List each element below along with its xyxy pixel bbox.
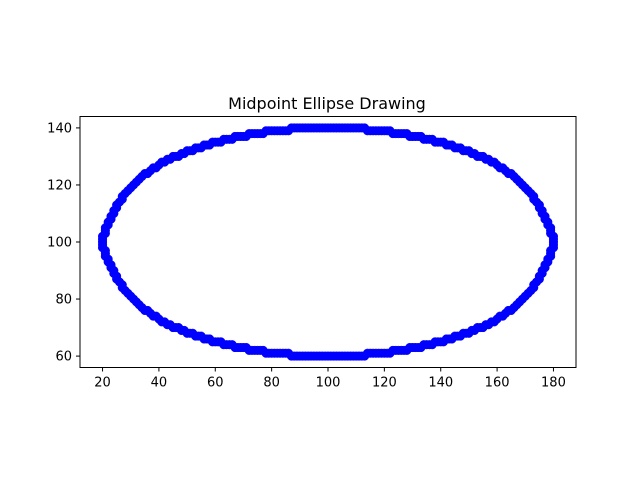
x-tick-label: 60 xyxy=(207,376,224,391)
y-tick-label: 100 xyxy=(47,236,72,251)
ellipse-point xyxy=(548,237,559,247)
y-tick-label: 80 xyxy=(55,293,72,308)
y-tick-label: 140 xyxy=(47,121,72,136)
axes-frame xyxy=(79,116,577,368)
y-tick-label: 60 xyxy=(55,350,72,365)
x-tick-label: 180 xyxy=(541,376,566,391)
x-tick-label: 120 xyxy=(372,376,397,391)
chart-title: Midpoint Ellipse Drawing xyxy=(228,94,426,113)
x-tick-label: 80 xyxy=(263,376,280,391)
y-tick-label: 120 xyxy=(47,178,72,193)
plot-area xyxy=(79,116,577,368)
x-tick-label: 160 xyxy=(485,376,510,391)
x-tick-label: 140 xyxy=(428,376,453,391)
y-axis: 60 80 100 120 140 xyxy=(47,121,80,365)
x-tick-label: 40 xyxy=(151,376,168,391)
x-tick-label: 100 xyxy=(316,376,341,391)
x-tick-label: 20 xyxy=(94,376,111,391)
points-layer xyxy=(97,123,559,361)
x-axis: 20 40 60 80 100 120 140 160 180 xyxy=(94,367,566,391)
ellipse-point xyxy=(97,237,108,247)
